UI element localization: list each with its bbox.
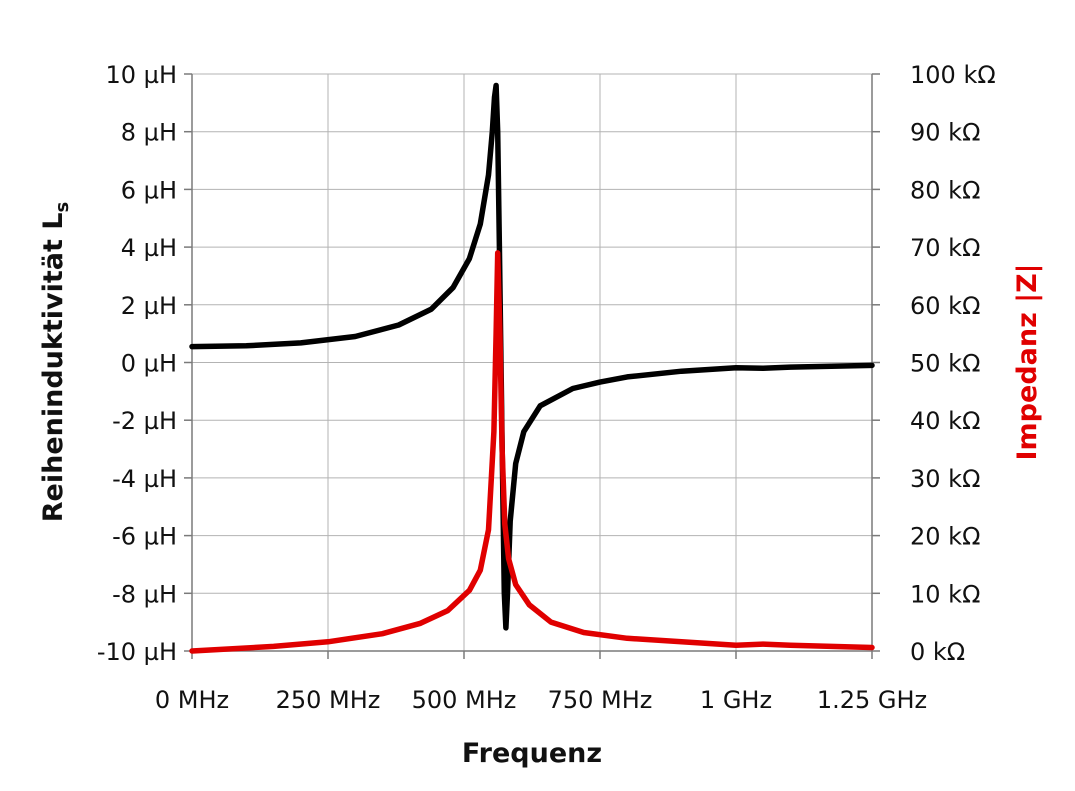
right-y-tick-label: 40 kΩ: [910, 407, 980, 435]
left-y-axis-title-subscript: s: [52, 202, 73, 213]
left-y-tick-label: 4 µH: [121, 234, 177, 262]
left-y-tick-labels: 10 µH 8 µH 6 µH 4 µH 2 µH 0 µH -2 µH -4 µH -6 µH…: [97, 61, 177, 666]
right-y-tick-label: 10 kΩ: [910, 580, 980, 608]
right-y-tick-label: 60 kΩ: [910, 292, 980, 320]
inductance-series-line: [189, 82, 875, 631]
right-y-tick-label: 50 kΩ: [910, 350, 980, 378]
right-y-axis-title: Impedanz |Z|: [1012, 263, 1043, 460]
left-y-tick-label: -8 µH: [112, 580, 177, 608]
axes: [184, 73, 880, 659]
right-y-tick-label: 80 kΩ: [910, 176, 980, 204]
right-y-tick-label: 20 kΩ: [910, 523, 980, 551]
left-y-tick-label: -4 µH: [112, 465, 177, 493]
left-y-tick-label: 0 µH: [121, 350, 177, 378]
impedance-series-line: [189, 250, 875, 654]
x-axis-title: Frequenz: [462, 738, 602, 769]
right-y-tick-label: 30 kΩ: [910, 465, 980, 493]
x-tick-label: 1.25 GHz: [817, 686, 927, 714]
left-y-tick-label: -6 µH: [112, 523, 177, 551]
x-tick-label: 500 MHz: [412, 686, 517, 714]
right-y-tick-label: 0 kΩ: [910, 638, 965, 666]
left-y-tick-label: 10 µH: [106, 61, 177, 89]
right-y-tick-label: 70 kΩ: [910, 234, 980, 262]
left-y-axis-title-main: Reiheninduktivität L: [38, 212, 69, 522]
x-tick-label: 1 GHz: [700, 686, 772, 714]
right-y-tick-label: 90 kΩ: [910, 119, 980, 147]
right-y-tick-labels: 100 kΩ 90 kΩ 80 kΩ 70 kΩ 60 kΩ 50 kΩ 40 kΩ 30 k…: [910, 61, 996, 666]
x-tick-label: 750 MHz: [548, 686, 653, 714]
left-y-tick-label: 6 µH: [121, 176, 177, 204]
left-y-tick-label: 2 µH: [121, 292, 177, 320]
left-y-tick-label: -10 µH: [97, 638, 177, 666]
grid: [191, 73, 873, 652]
series-lines: [189, 82, 875, 654]
x-tick-label: 250 MHz: [276, 686, 381, 714]
x-tick-labels: 0 MHz 250 MHz 500 MHz 750 MHz 1 GHz 1.25 GHz: [155, 686, 927, 714]
left-y-tick-label: 8 µH: [121, 119, 177, 147]
left-y-axis-title: Reiheninduktivität Ls: [38, 202, 73, 522]
left-y-tick-label: -2 µH: [112, 407, 177, 435]
x-tick-label: 0 MHz: [155, 686, 229, 714]
right-y-tick-label: 100 kΩ: [910, 61, 996, 89]
